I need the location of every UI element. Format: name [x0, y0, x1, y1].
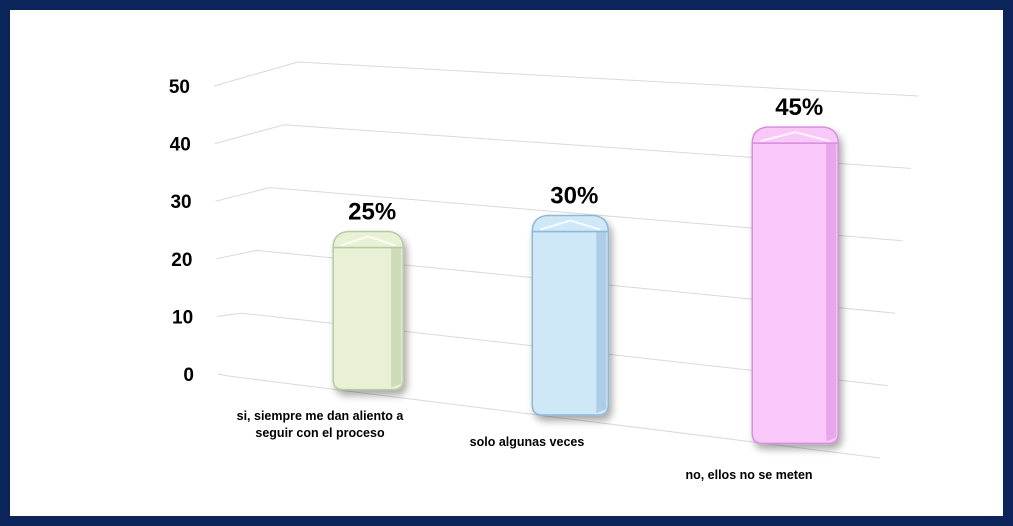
bar-shade: [596, 231, 607, 414]
y-axis-ticks: 0 10 20 30 40 50: [169, 77, 194, 386]
bar-highlight: [759, 131, 831, 143]
y-tick-label: 50: [169, 77, 190, 98]
bar-shade: [826, 143, 837, 442]
gridline: [297, 61, 919, 97]
category-label: solo algunas veces: [470, 435, 585, 449]
data-label: 45%: [775, 94, 823, 121]
category-labels: si, siempre me dan aliento a seguir con e…: [237, 409, 813, 482]
bar-cap: [332, 230, 404, 249]
data-label: 25%: [348, 198, 396, 225]
y-tick-label: 10: [172, 307, 193, 328]
bar-cap: [531, 214, 610, 233]
y-tick-label: 20: [171, 250, 192, 271]
data-label: 30%: [550, 183, 598, 210]
bar-highlight: [540, 219, 601, 231]
bar-body: [751, 142, 839, 445]
bar: [531, 214, 610, 416]
bar-body: [531, 230, 610, 416]
bar-shade: [391, 247, 402, 388]
gridline-side: [217, 373, 229, 377]
category-label: no, ellos no se meten: [685, 468, 812, 482]
bar: [751, 126, 839, 445]
y-tick-label: 30: [170, 192, 191, 213]
bars: [332, 126, 839, 445]
bar: [332, 230, 404, 391]
gridline-side: [215, 187, 271, 202]
bar-highlight: [340, 235, 396, 247]
category-label: si, siempre me dan aliento a seguir con e…: [237, 409, 405, 440]
gridline-side: [213, 61, 299, 87]
gridline: [227, 375, 881, 459]
bar-body: [332, 246, 404, 391]
gridline-side: [217, 312, 243, 317]
data-labels: 25% 30% 45%: [348, 94, 823, 225]
y-tick-label: 40: [170, 135, 191, 156]
gridline-side: [216, 249, 257, 260]
y-tick-label: 0: [183, 365, 194, 386]
gridline-side: [214, 124, 285, 145]
bar-cap: [751, 126, 839, 144]
